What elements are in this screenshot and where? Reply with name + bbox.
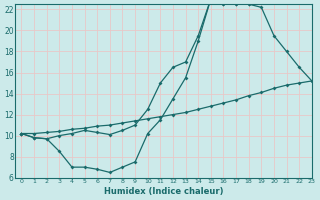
X-axis label: Humidex (Indice chaleur): Humidex (Indice chaleur) <box>104 187 223 196</box>
